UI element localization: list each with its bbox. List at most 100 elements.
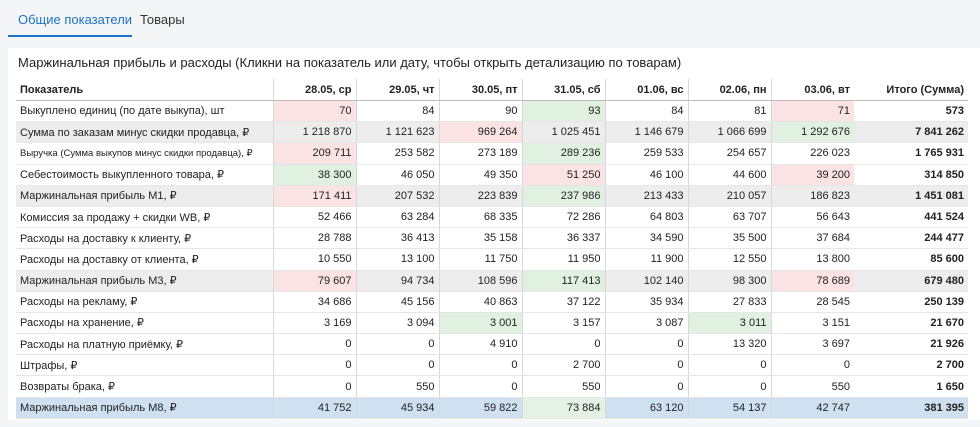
metric-value-cell: 0 <box>521 333 605 356</box>
metric-value-cell: 209 711 <box>272 142 356 165</box>
metric-value-cell: 3 011 <box>687 312 771 335</box>
metric-value-cell: 40 863 <box>438 291 522 313</box>
metric-value-cell: 11 950 <box>521 248 605 271</box>
metric-value-cell: 54 137 <box>687 397 771 419</box>
metric-label[interactable]: Комиссия за продажу + скидки WB, ₽ <box>16 206 273 229</box>
column-header-date[interactable]: 03.06, вт <box>770 79 854 101</box>
metric-value-cell: 63 707 <box>687 206 771 229</box>
table-row: Себестоимость выкупленного товара, ₽38 3… <box>16 164 968 186</box>
metric-value-cell: 0 <box>355 333 439 356</box>
metric-value-cell: 81 <box>687 100 771 123</box>
metric-value-cell: 3 697 <box>770 333 854 356</box>
metric-label[interactable]: Маржинальная прибыль М1, ₽ <box>16 185 273 207</box>
metric-total-cell: 85 600 <box>854 248 968 271</box>
metric-value-cell: 171 411 <box>272 185 356 207</box>
metric-value-cell: 550 <box>770 375 854 398</box>
metric-value-cell: 39 200 <box>770 164 854 186</box>
metric-value-cell: 550 <box>355 375 439 398</box>
metric-label[interactable]: Расходы на доставку к клиенту, ₽ <box>16 227 273 250</box>
metric-value-cell: 42 747 <box>770 397 854 419</box>
metric-value-cell: 35 934 <box>604 291 688 313</box>
metric-value-cell: 45 156 <box>355 291 439 313</box>
column-header-date[interactable]: 02.06, пн <box>687 79 771 101</box>
metric-value-cell: 213 433 <box>604 185 688 207</box>
table-row: Комиссия за продажу + скидки WB, ₽52 466… <box>16 206 968 229</box>
margin-table: Показатель 28.05, ср 29.05, чт 30.05, пт 31.… <box>16 79 968 419</box>
table-row: Расходы на доставку от клиента, ₽10 550 1… <box>16 248 968 271</box>
metric-label[interactable]: Сумма по заказам минус скидки продавца, … <box>16 121 273 144</box>
column-header-date[interactable]: 31.05, сб <box>521 79 605 101</box>
metric-value-cell: 210 057 <box>687 185 771 207</box>
metric-value-cell: 70 <box>272 100 356 123</box>
column-header-date[interactable]: 30.05, пт <box>438 79 522 101</box>
metric-value-cell: 0 <box>438 354 522 377</box>
metric-value-cell: 3 094 <box>355 312 439 335</box>
metric-total-cell: 1 765 931 <box>854 142 968 165</box>
metric-label[interactable]: Маржинальная прибыль М8, ₽ <box>16 397 273 419</box>
metric-value-cell: 71 <box>770 100 854 123</box>
metric-label[interactable]: Выкуплено единиц (по дате выкупа), шт <box>16 100 273 123</box>
column-header-date[interactable]: 28.05, ср <box>272 79 356 101</box>
metric-total-cell: 21 926 <box>854 333 968 356</box>
metric-value-cell: 0 <box>272 375 356 398</box>
metric-value-cell: 68 335 <box>438 206 522 229</box>
metric-value-cell: 3 151 <box>770 312 854 335</box>
metric-label[interactable]: Маржинальная прибыль М3, ₽ <box>16 270 273 292</box>
metric-value-cell: 0 <box>687 375 771 398</box>
metric-value-cell: 49 350 <box>438 164 522 186</box>
metric-value-cell: 2 700 <box>521 354 605 377</box>
metric-value-cell: 28 788 <box>272 227 356 250</box>
metric-value-cell: 13 100 <box>355 248 439 271</box>
metric-value-cell: 117 413 <box>521 270 605 292</box>
tab-general-metrics[interactable]: Общие показатели <box>18 12 133 27</box>
metric-value-cell: 1 146 679 <box>604 121 688 144</box>
metric-value-cell: 0 <box>355 354 439 377</box>
metric-value-cell: 63 284 <box>355 206 439 229</box>
metric-value-cell: 11 900 <box>604 248 688 271</box>
metric-value-cell: 84 <box>355 100 439 123</box>
metric-value-cell: 90 <box>438 100 522 123</box>
metric-value-cell: 273 189 <box>438 142 522 165</box>
metric-value-cell: 36 337 <box>521 227 605 250</box>
metric-value-cell: 56 643 <box>770 206 854 229</box>
metric-label[interactable]: Расходы на платную приёмку, ₽ <box>16 333 273 356</box>
table-body: Выкуплено единиц (по дате выкупа), шт 70 8… <box>16 100 968 419</box>
metric-value-cell: 37 122 <box>521 291 605 313</box>
metric-total-cell: 2 700 <box>854 354 968 377</box>
metric-value-cell: 12 550 <box>687 248 771 271</box>
metric-value-cell: 94 734 <box>355 270 439 292</box>
metric-value-cell: 34 590 <box>604 227 688 250</box>
metric-value-cell: 78 689 <box>770 270 854 292</box>
metric-label[interactable]: Себестоимость выкупленного товара, ₽ <box>16 164 273 186</box>
metric-label[interactable]: Расходы на хранение, ₽ <box>16 312 273 335</box>
metric-value-cell: 28 545 <box>770 291 854 313</box>
metric-total-cell: 1 650 <box>854 375 968 398</box>
active-tab-indicator <box>8 35 132 37</box>
metric-label[interactable]: Выручка (Сумма выкупов минус скидки прод… <box>16 142 273 165</box>
metric-value-cell: 35 500 <box>687 227 771 250</box>
metric-label[interactable]: Штрафы, ₽ <box>16 354 273 377</box>
metric-value-cell: 63 120 <box>604 397 688 419</box>
metric-value-cell: 4 910 <box>438 333 522 356</box>
metric-value-cell: 1 121 623 <box>355 121 439 144</box>
metric-label[interactable]: Расходы на рекламу, ₽ <box>16 291 273 313</box>
metric-label[interactable]: Возвраты брака, ₽ <box>16 375 273 398</box>
metric-value-cell: 223 839 <box>438 185 522 207</box>
metric-total-cell: 244 477 <box>854 227 968 250</box>
metric-value-cell: 3 169 <box>272 312 356 335</box>
metric-value-cell: 73 884 <box>521 397 605 419</box>
metric-total-cell: 7 841 262 <box>854 121 968 144</box>
metric-value-cell: 3 001 <box>438 312 522 335</box>
report-title[interactable]: Маржинальная прибыль и расходы (Кликни н… <box>18 55 682 70</box>
margin-report-card: Маржинальная прибыль и расходы (Кликни н… <box>8 48 980 420</box>
metric-value-cell: 51 250 <box>521 164 605 186</box>
column-header-date[interactable]: 29.05, чт <box>355 79 439 101</box>
column-header-date[interactable]: 01.06, вс <box>604 79 688 101</box>
metric-value-cell: 41 752 <box>272 397 356 419</box>
metric-value-cell: 36 413 <box>355 227 439 250</box>
table-row: Расходы на платную приёмку, ₽0 0 4 910 0 0 13… <box>16 333 968 356</box>
metric-total-cell: 21 670 <box>854 312 968 335</box>
tab-products[interactable]: Товары <box>140 12 185 27</box>
column-header-total: Итого (Сумма) <box>854 79 968 101</box>
metric-label[interactable]: Расходы на доставку от клиента, ₽ <box>16 248 273 271</box>
